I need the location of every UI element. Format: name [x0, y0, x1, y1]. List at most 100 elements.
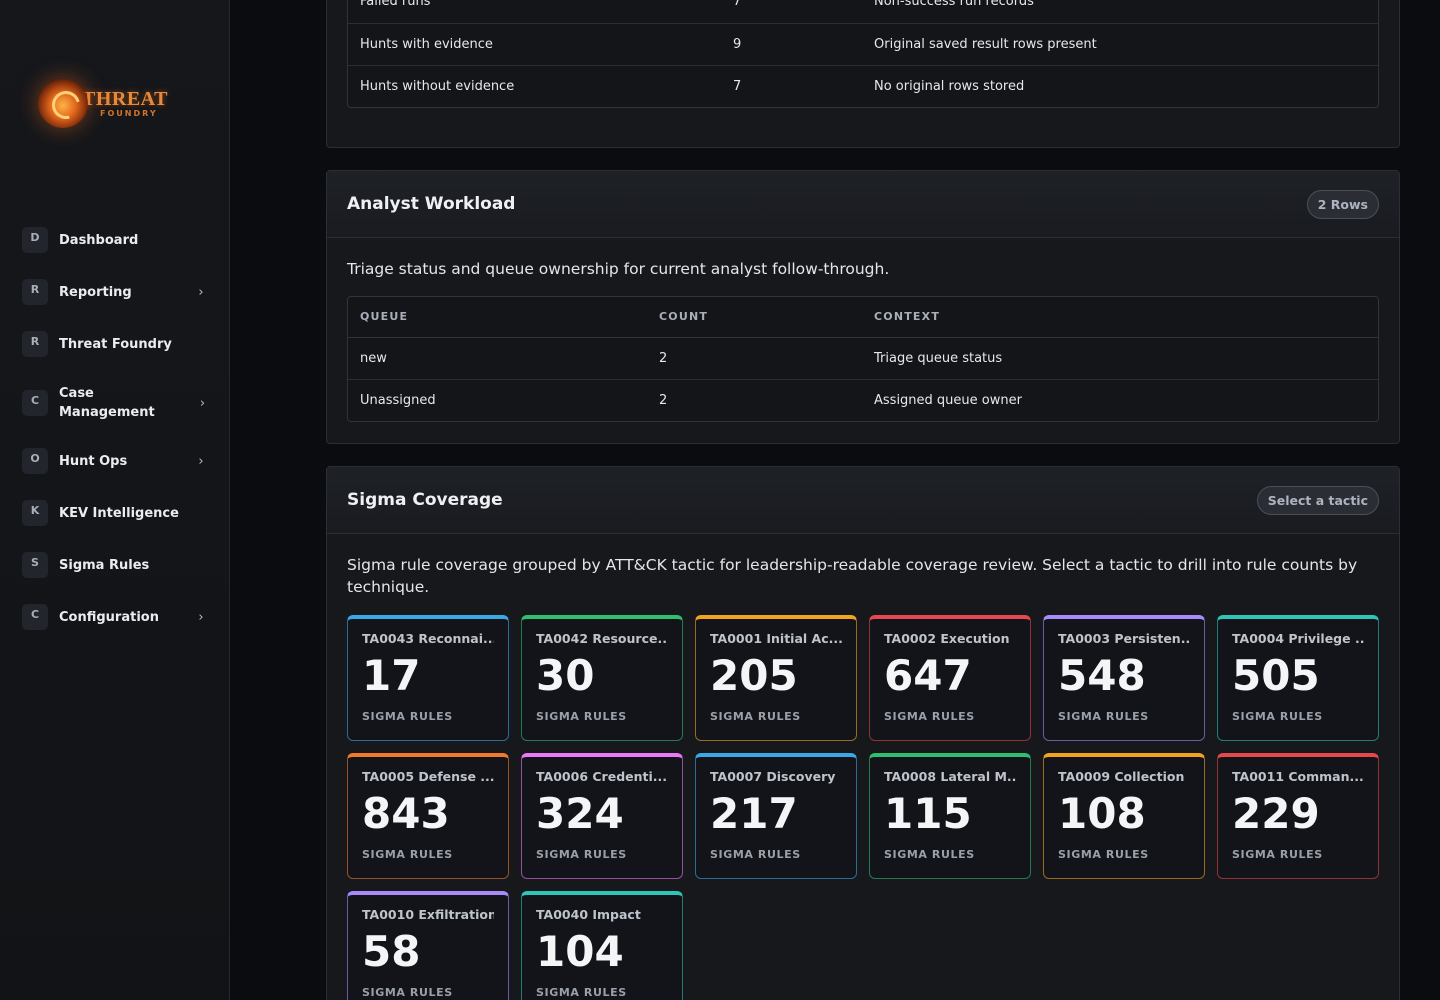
tactic-rule-count: 108: [1058, 789, 1146, 838]
tactic-card-title: TA0005 Defense ...: [362, 769, 494, 784]
sidebar-item-configuration[interactable]: C Configuration ›: [22, 597, 214, 637]
tactic-card[interactable]: TA0008 Lateral M... 115 SIGMA RULES: [869, 753, 1031, 879]
table-row: new 2 Triage queue status: [348, 337, 1378, 380]
nav-badge: C: [22, 604, 48, 630]
tactic-rule-count: 843: [362, 789, 450, 838]
select-tactic-button[interactable]: Select a tactic: [1256, 485, 1379, 515]
tactic-card-unit: SIGMA RULES: [1232, 710, 1323, 723]
context-cell: Assigned queue owner: [874, 392, 1022, 408]
sidebar-item-hunt-ops[interactable]: O Hunt Ops ›: [22, 441, 214, 481]
tactic-card-title: TA0009 Collection: [1058, 769, 1185, 784]
tactic-rule-count: 217: [710, 789, 798, 838]
tactic-card-title: TA0010 Exfiltration: [362, 907, 494, 922]
table-header-row: QUEUE COUNT CONTEXT: [348, 297, 1378, 338]
tactic-rule-count: 647: [884, 651, 972, 700]
panel-header: Sigma Coverage Select a tactic: [327, 467, 1399, 534]
sidebar-item-kev-intelligence[interactable]: K KEV Intelligence: [22, 493, 214, 533]
hunt-evidence-table: Failed runs 7 Non-success run records Hu…: [347, 0, 1379, 108]
hunt-evidence-panel: Failed runs 7 Non-success run records Hu…: [326, 0, 1400, 148]
tactic-card-title: TA0003 Persisten...: [1058, 631, 1190, 646]
panel-description: Sigma rule coverage grouped by ATT&CK ta…: [347, 556, 1358, 596]
sidebar-item-label: Configuration: [59, 609, 159, 625]
threat-foundry-logo[interactable]: THREAT FOUNDRY: [38, 76, 196, 130]
tactic-card[interactable]: TA0004 Privilege ... 505 SIGMA RULES: [1217, 615, 1379, 741]
tactic-rule-count: 324: [536, 789, 624, 838]
tactic-card-title: TA0043 Reconnai...: [362, 631, 494, 646]
tactic-card-unit: SIGMA RULES: [1058, 848, 1149, 861]
tactic-card-unit: SIGMA RULES: [536, 986, 627, 999]
count-cell: 7: [733, 78, 742, 94]
tactic-card-title: TA0002 Execution: [884, 631, 1010, 646]
chevron-right-icon: ›: [199, 395, 206, 411]
panel-header: Analyst Workload 2 Rows: [327, 171, 1399, 238]
nav-badge: R: [22, 279, 48, 305]
tactic-card-unit: SIGMA RULES: [884, 848, 975, 861]
tactic-card[interactable]: TA0001 Initial Ac... 205 SIGMA RULES: [695, 615, 857, 741]
sidebar-item-case-management[interactable]: C Case Management ›: [22, 383, 214, 423]
workload-table: QUEUE COUNT CONTEXT new 2 Triage queue s…: [347, 296, 1379, 422]
column-header-count[interactable]: COUNT: [647, 297, 862, 338]
column-header-queue[interactable]: QUEUE: [348, 297, 647, 338]
tactic-card-title: TA0001 Initial Ac...: [710, 631, 842, 646]
brand-line2: FOUNDRY: [100, 108, 158, 118]
tactic-card-unit: SIGMA RULES: [536, 848, 627, 861]
tactic-card-title: TA0004 Privilege ...: [1232, 631, 1364, 646]
tactic-card-title: TA0011 Comman...: [1232, 769, 1364, 784]
context-cell: No original rows stored: [874, 78, 1025, 94]
tactic-card[interactable]: TA0011 Comman... 229 SIGMA RULES: [1217, 753, 1379, 879]
tactic-card[interactable]: TA0009 Collection 108 SIGMA RULES: [1043, 753, 1205, 879]
tactic-card[interactable]: TA0007 Discovery 217 SIGMA RULES: [695, 753, 857, 879]
context-cell: Original saved result rows present: [862, 23, 1378, 66]
queue-cell: Unassigned: [360, 392, 436, 408]
count-cell: 2: [647, 337, 862, 380]
tactic-card[interactable]: TA0006 Credenti... 324 SIGMA RULES: [521, 753, 683, 879]
sidebar-item-reporting[interactable]: R Reporting ›: [22, 272, 214, 312]
panel-title: Analyst Workload: [347, 194, 516, 214]
queue-cell: new: [348, 337, 647, 380]
column-header-context[interactable]: CONTEXT: [862, 297, 1378, 338]
sidebar-item-label: Case Management: [59, 386, 155, 420]
nav-badge: C: [22, 390, 48, 416]
sidebar-item-sigma-rules[interactable]: S Sigma Rules: [22, 545, 214, 585]
tactic-card-title: TA0007 Discovery: [710, 769, 836, 784]
table-row: Hunts without evidence 7 No original row…: [348, 65, 1378, 107]
count-cell: 9: [721, 23, 862, 66]
sidebar-item-dashboard[interactable]: D Dashboard: [22, 220, 214, 260]
sidebar-item-threat-foundry[interactable]: R Threat Foundry: [22, 324, 214, 364]
panel-title: Sigma Coverage: [347, 490, 503, 510]
tactic-card[interactable]: TA0042 Resource... 30 SIGMA RULES: [521, 615, 683, 741]
tactic-card-unit: SIGMA RULES: [362, 848, 453, 861]
nav-badge: S: [22, 552, 48, 578]
context-cell: Non-success run records: [862, 0, 1378, 24]
sidebar-item-label: Sigma Rules: [59, 557, 150, 573]
count-cell: 7: [721, 0, 862, 24]
sidebar-item-label: KEV Intelligence: [59, 505, 179, 521]
tactic-card[interactable]: TA0003 Persisten... 548 SIGMA RULES: [1043, 615, 1205, 741]
foundry-flame-icon: [38, 78, 88, 128]
sidebar: THREAT FOUNDRY D Dashboard R Reporting ›…: [0, 0, 230, 1000]
metric-cell: Failed runs: [348, 0, 721, 24]
metric-cell: Hunts without evidence: [360, 78, 515, 94]
tactic-rule-count: 205: [710, 651, 798, 700]
tactic-card-title: TA0040 Impact: [536, 907, 641, 922]
chevron-right-icon: ›: [198, 453, 204, 469]
table-row: Unassigned 2 Assigned queue owner: [348, 379, 1378, 421]
tactic-card-unit: SIGMA RULES: [536, 710, 627, 723]
tactic-card-unit: SIGMA RULES: [1232, 848, 1323, 861]
sidebar-item-label: Dashboard: [59, 232, 139, 248]
tactic-card[interactable]: TA0010 Exfiltration 58 SIGMA RULES: [347, 891, 509, 1000]
tactic-card-unit: SIGMA RULES: [362, 986, 453, 999]
tactic-card[interactable]: TA0002 Execution 647 SIGMA RULES: [869, 615, 1031, 741]
tactic-card[interactable]: TA0043 Reconnai... 17 SIGMA RULES: [347, 615, 509, 741]
chevron-right-icon: ›: [198, 284, 204, 300]
tactic-card-unit: SIGMA RULES: [710, 848, 801, 861]
tactic-rule-count: 229: [1232, 789, 1320, 838]
brand-line1: THREAT: [82, 87, 168, 110]
sidebar-item-label: Hunt Ops: [59, 453, 128, 469]
count-cell: 2: [659, 392, 668, 408]
tactic-card[interactable]: TA0040 Impact 104 SIGMA RULES: [521, 891, 683, 1000]
panel-description: Triage status and queue ownership for cu…: [347, 260, 890, 278]
tactic-rule-count: 104: [536, 927, 624, 976]
tactic-card-title: TA0042 Resource...: [536, 631, 668, 646]
tactic-card[interactable]: TA0005 Defense ... 843 SIGMA RULES: [347, 753, 509, 879]
